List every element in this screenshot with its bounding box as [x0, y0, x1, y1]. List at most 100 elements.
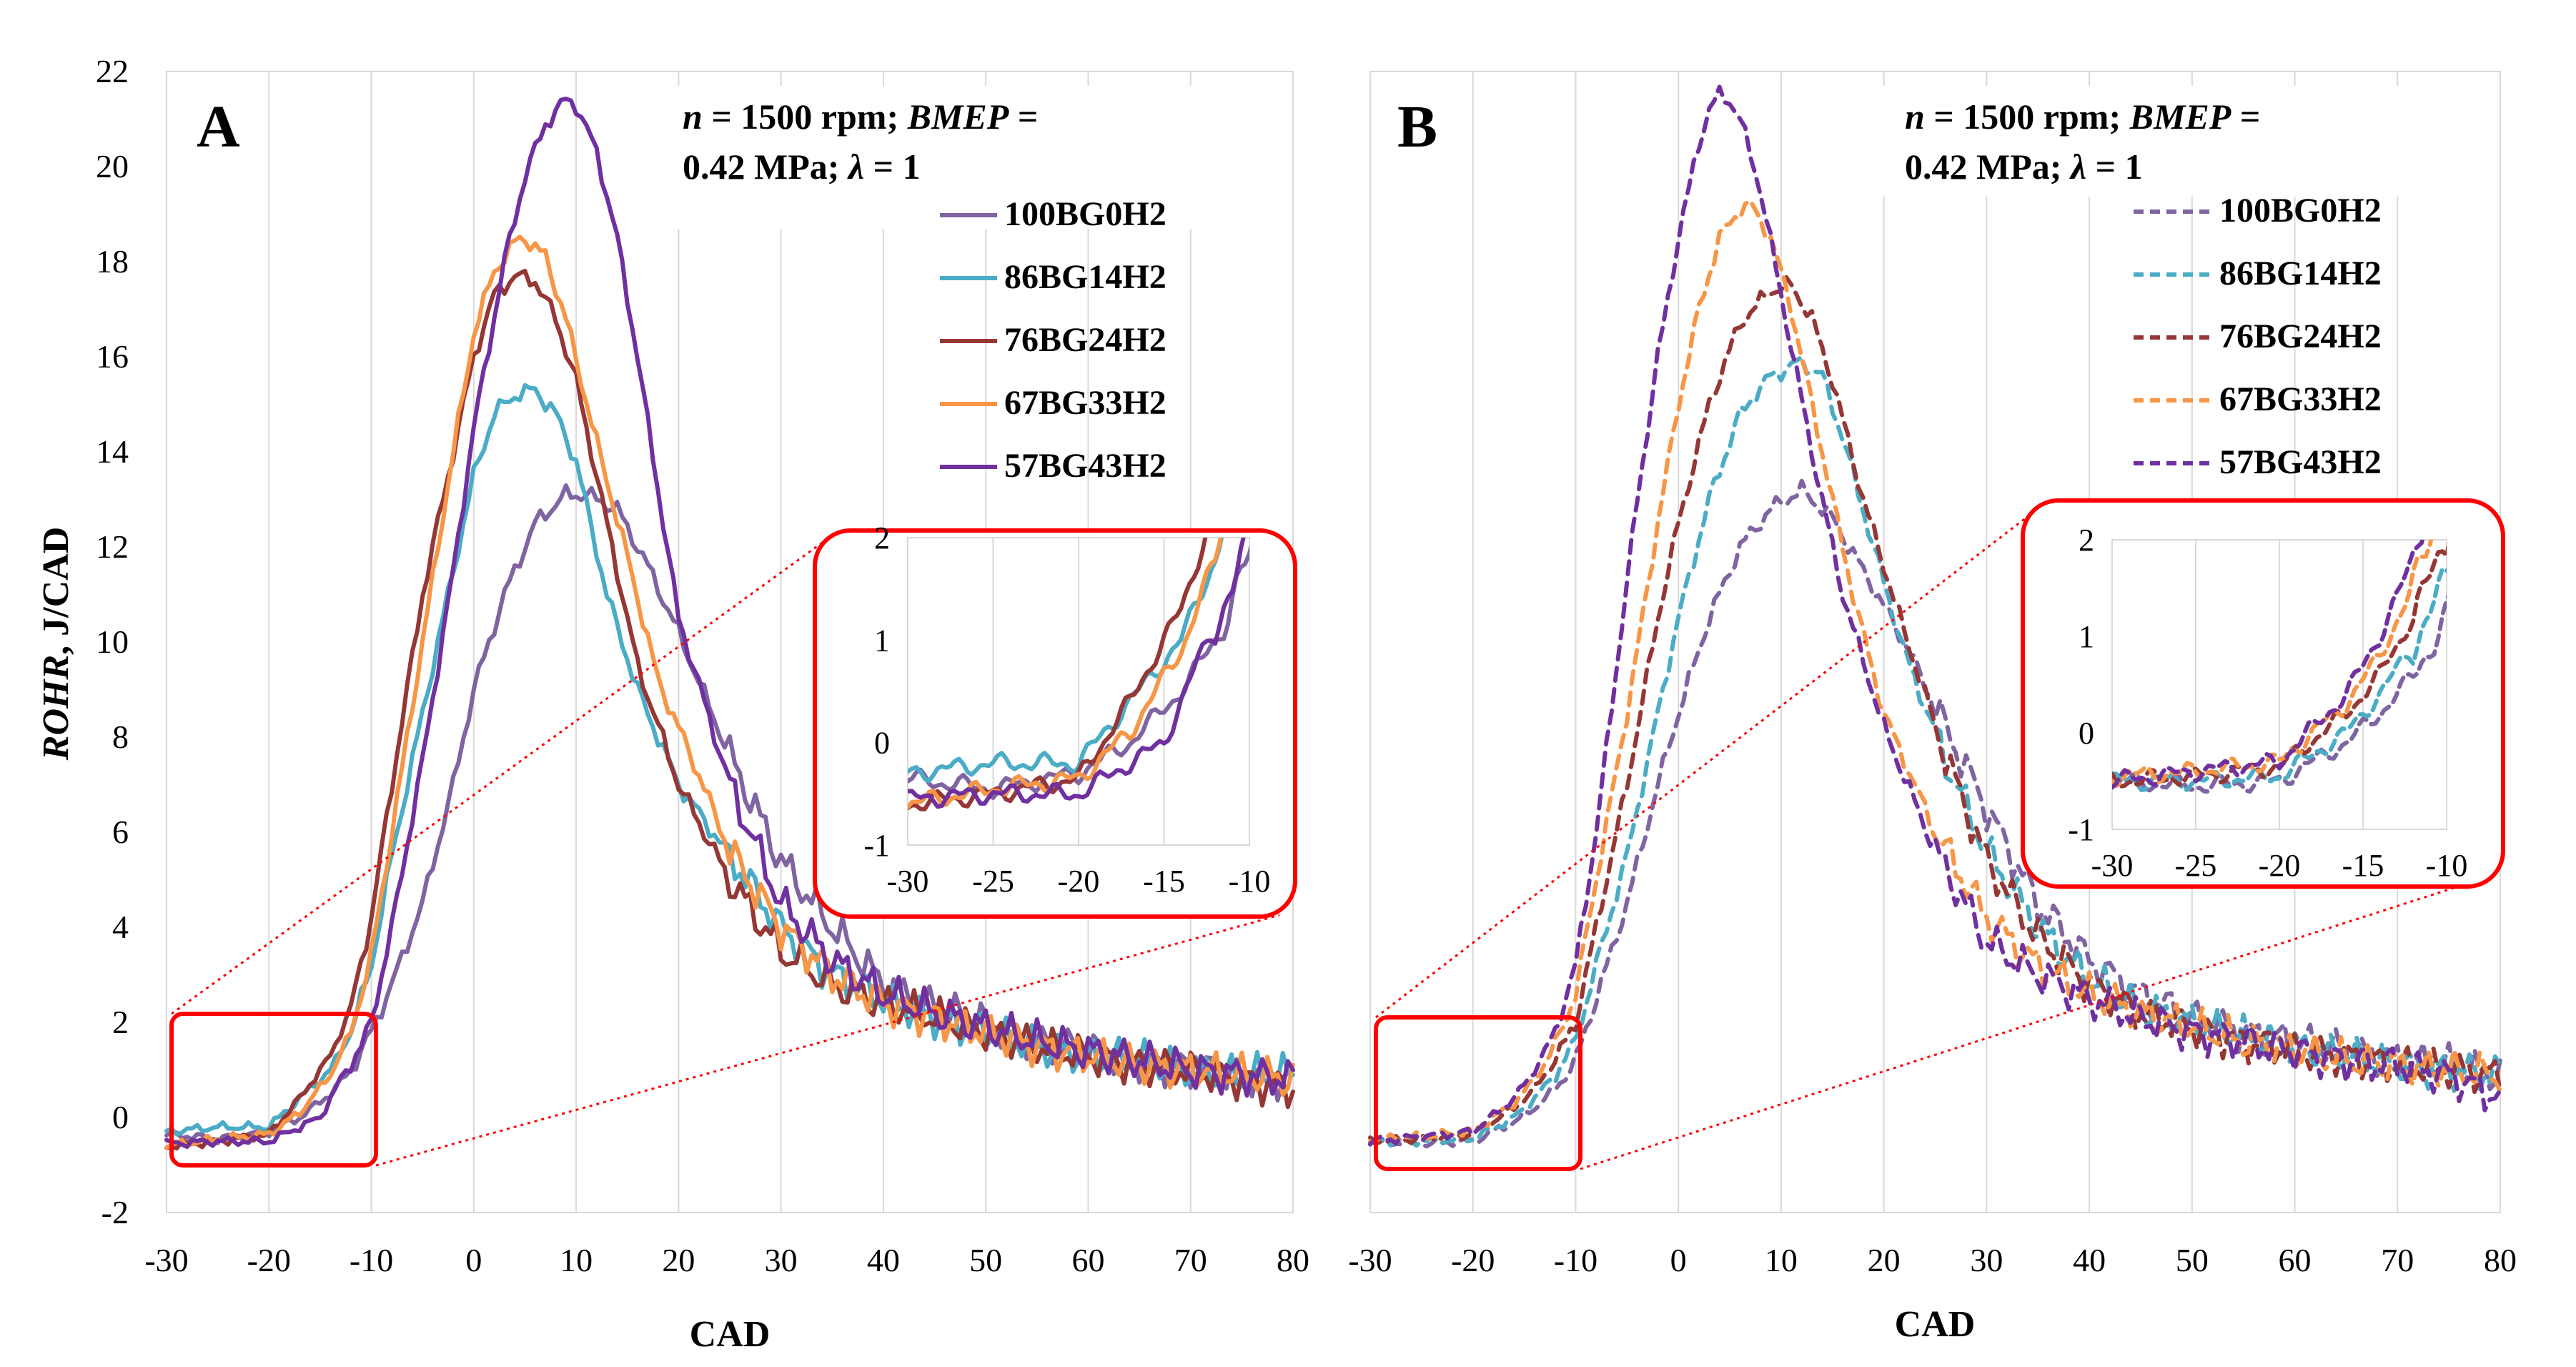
panel-b-annotation-line-2: 0.42 MPa; λ = 1 [1905, 147, 2143, 187]
panel-a-inset-series-86BG14H2 [908, 538, 1224, 784]
panel-a-inset-lines [908, 538, 1249, 811]
panel-b-x-tick-labels: -30 -20 -10 0 10 20 30 40 50 60 70 80 [1348, 1242, 2517, 1278]
panel-a-x-tick-label: 30 [765, 1242, 798, 1278]
panel-b-series-76BG24H2 [1368, 275, 2502, 1146]
panel-b-legend-label-57BG43H2: 57BG43H2 [2219, 443, 2382, 481]
panel-b-x-tick-label: 20 [1868, 1242, 1901, 1278]
panel-a-inset-x-tick-label: -10 [1229, 864, 1271, 899]
panel-a-x-tick-label: 80 [1277, 1242, 1309, 1278]
panel-a-legend-label-86BG14H2: 86BG14H2 [1004, 258, 1166, 296]
panel-a-x-tick-label: 20 [662, 1242, 695, 1278]
panel-b-inset-lines [2112, 540, 2447, 794]
panel-a-x-tick-label: -10 [350, 1242, 393, 1278]
panel-a-legend-label-57BG43H2: 57BG43H2 [1004, 447, 1166, 485]
panel-a-x-tick-label: 70 [1174, 1242, 1207, 1278]
panel-a-y-tick-label: 10 [96, 623, 129, 660]
panel-a-zoom-connectors [171, 536, 1280, 1167]
panel-a-inset-x-tick-label: -15 [1143, 864, 1185, 899]
panel-a-inset-y-tick-label: -1 [863, 828, 890, 863]
panel-a-legend-label-100BG0H2: 100BG0H2 [1004, 195, 1166, 233]
panel-a-legend: 100BG0H2 86BG14H2 76BG24H2 67BG33H2 57BG43H2 [940, 195, 1166, 485]
panel-b-x-axis-title: CAD [1895, 1304, 1976, 1345]
panel-b-zoom-connector-line [1580, 878, 2481, 1170]
panel-b-series-86BG14H2 [1368, 355, 2502, 1148]
panel-a-series-67BG33H2 [164, 235, 1295, 1150]
panel-b-zoom-connector-line [1375, 513, 2031, 1019]
panel-b-inset-x-tick-label: -25 [2175, 848, 2217, 883]
panel-b: -30 -20 -10 0 10 20 30 40 50 60 70 80 -30 -25 -20 -15-… [1348, 71, 2517, 1345]
panel-a-x-tick-label: 10 [560, 1242, 593, 1278]
panel-a-x-tick-label: 40 [867, 1242, 900, 1278]
panel-b-x-tick-label: 50 [2176, 1242, 2209, 1278]
panel-b-legend-label-76BG24H2: 76BG24H2 [2219, 317, 2382, 355]
panel-a-inset-y-tick-label: 2 [874, 520, 890, 556]
panel-a-y-tick-label: 20 [96, 148, 129, 184]
panel-b-x-tick-label: -20 [1451, 1242, 1495, 1278]
panel-a-inset-series-100BG0H2 [908, 544, 1249, 800]
panel-b-zoom-connectors [1375, 513, 2481, 1170]
panel-b-x-tick-label: 10 [1765, 1242, 1798, 1278]
panel-b-annotation-line-1: n = 1500 rpm; BMEP = [1905, 97, 2260, 137]
panel-a-zoom-connector-line [375, 914, 1280, 1167]
panel-a-y-tick-label: 14 [96, 433, 129, 470]
panel-b-inset-series-86BG14H2 [2112, 566, 2447, 792]
panel-a-legend-label-76BG24H2: 76BG24H2 [1004, 321, 1166, 359]
panel-b-legend: 100BG0H2 86BG14H2 76BG24H2 67BG33H2 57BG43H2 [2134, 192, 2382, 481]
panel-b-legend-label-86BG14H2: 86BG14H2 [2219, 255, 2382, 292]
panel-b-series-67BG33H2 [1368, 198, 2502, 1145]
panel-b-series-100BG0H2 [1368, 478, 2502, 1149]
panel-a-annotation-line-2: 0.42 MPa; λ = 1 [683, 147, 921, 187]
panel-b-x-tick-label: 30 [1970, 1242, 2003, 1278]
panel-a-zoom-box [169, 1012, 378, 1168]
panel-b-series-57BG43H2 [1368, 84, 2502, 1147]
panel-a-y-axis-title: ROHR, J/CAD [36, 527, 76, 761]
panel-b-x-tick-label: -30 [1348, 1242, 1392, 1278]
panel-a-series-57BG43H2 [164, 97, 1295, 1149]
panel-a-legend-label-67BG33H2: 67BG33H2 [1004, 384, 1166, 422]
panel-a-x-tick-label: -30 [144, 1242, 188, 1278]
panel-a-x-tick-label: 0 [465, 1242, 482, 1278]
panel-a-y-tick-label: 8 [112, 719, 129, 755]
panel-a-y-tick-label: 16 [96, 338, 129, 375]
panel-a-letter: A [197, 94, 240, 160]
panel-a-inset-frame [813, 528, 1297, 919]
panel-a-inset-y-tick-label: 1 [874, 623, 890, 658]
panel-a-y-tick-label: 0 [112, 1099, 129, 1135]
panel-b-x-tick-label: 40 [2073, 1242, 2106, 1278]
panel-a-y-tick-label: 22 [96, 53, 129, 89]
panel-a-x-axis-title: CAD [690, 1314, 771, 1355]
panel-a-y-tick-label: 6 [112, 814, 129, 850]
panel-a-y-tick-labels: -2 0 2 4 6 8 10 12 14 16 18 20 22 [96, 53, 129, 1230]
panel-b-annotation-background [1866, 86, 2495, 197]
panel-b-inset-y-tick-label: 2 [2079, 523, 2094, 558]
panel-a-x-tick-label: 50 [969, 1242, 1002, 1278]
panel-b-inset-y-tick-label: 1 [2079, 619, 2094, 654]
panel-a-annotation-background [643, 86, 1272, 229]
panel-b-legend-label-100BG0H2: 100BG0H2 [2219, 192, 2382, 230]
panel-b-series-lines [1368, 84, 2502, 1149]
panel-a-y-tick-label: 18 [96, 243, 129, 280]
panel-b-inset-x-tick-label: -15 [2342, 848, 2384, 883]
panel-b-x-tick-label: -10 [1554, 1242, 1597, 1278]
panel-b-letter: B [1397, 94, 1437, 160]
panel-a-y-tick-label: -2 [101, 1194, 129, 1230]
panel-a-inset-series-57BG43H2 [908, 538, 1246, 809]
panel-a-inset-series-76BG24H2 [908, 538, 1208, 811]
panel-a-y-tick-label: 12 [96, 528, 129, 565]
panel-b-zoom-box [1374, 1015, 1582, 1171]
panel-b-x-tick-label: 80 [2484, 1242, 2517, 1278]
panel-b-x-tick-label: 0 [1670, 1242, 1687, 1278]
panel-a-y-tick-label: 4 [112, 909, 129, 945]
panel-a-y-tick-label: 2 [112, 1004, 129, 1040]
panel-b-inset-x-tick-label: -30 [2091, 848, 2134, 883]
panel-a-x-tick-label: 60 [1071, 1242, 1104, 1278]
panel-b-legend-label-67BG33H2: 67BG33H2 [2219, 380, 2382, 418]
panel-a-annotation-line-1: n = 1500 rpm; BMEP = [683, 97, 1038, 137]
panel-a-inset-x-tick-label: -25 [972, 864, 1014, 899]
panel-b-inset-y-tick-label: -1 [2068, 812, 2094, 847]
panel-a-series-lines [164, 97, 1295, 1151]
